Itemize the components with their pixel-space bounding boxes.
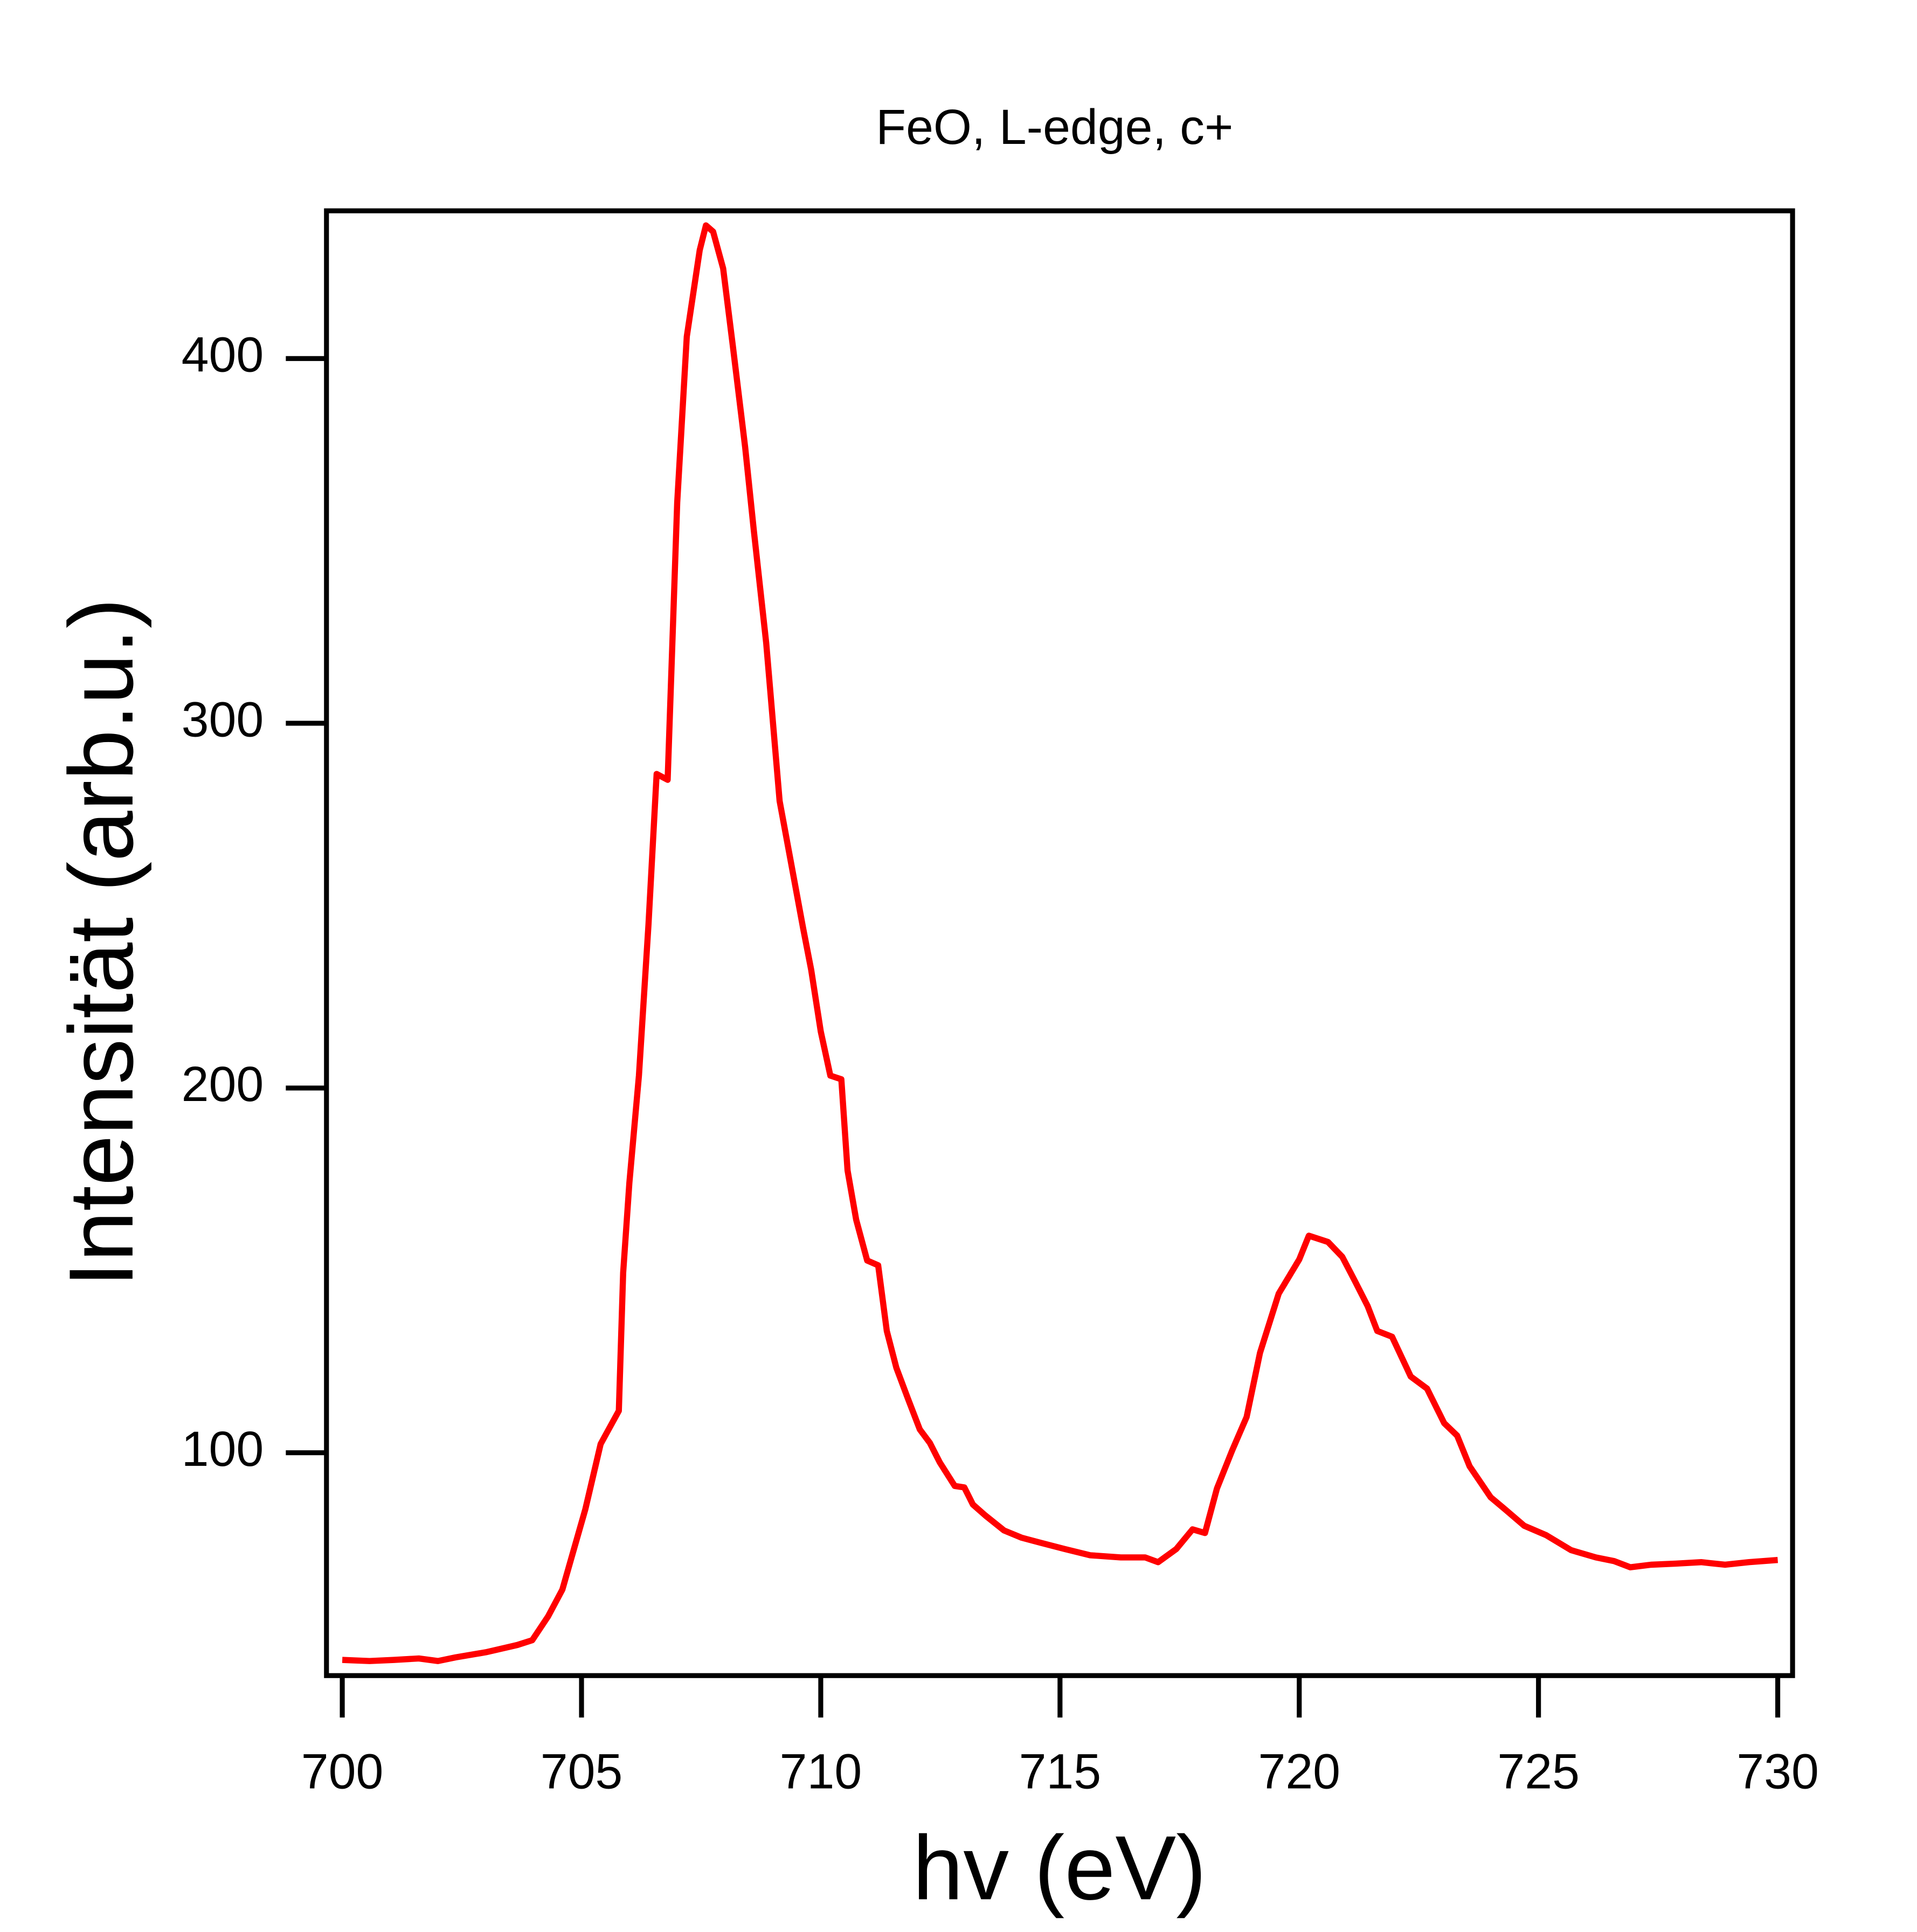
x-tick-label: 705	[541, 1744, 623, 1799]
x-tick-label: 730	[1736, 1744, 1819, 1799]
x-tick-label: 725	[1497, 1744, 1580, 1799]
y-tick-label: 400	[182, 327, 264, 382]
x-axis-label: hv (eV)	[912, 1817, 1206, 1919]
x-tick-label: 700	[301, 1744, 384, 1799]
y-axis-label: Intensität (arb.u.)	[50, 598, 152, 1287]
plot-frame	[324, 208, 1795, 1678]
chart-title: FeO, L-edge, c+	[876, 100, 1233, 155]
y-tick-label: 100	[182, 1422, 264, 1477]
x-tick-label: 720	[1258, 1744, 1340, 1799]
x-tick-label: 710	[780, 1744, 862, 1799]
y-tick-label: 200	[182, 1057, 264, 1112]
data-line	[342, 222, 1778, 1664]
y-tick-label: 300	[182, 692, 264, 747]
x-tick-label: 715	[1019, 1744, 1102, 1799]
